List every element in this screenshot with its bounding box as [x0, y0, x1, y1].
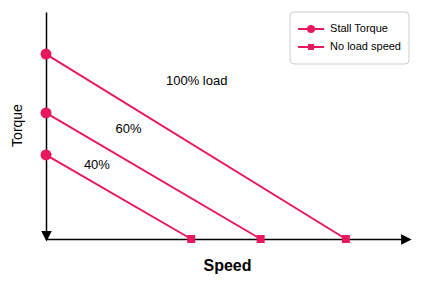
legend-label: No load speed: [330, 40, 401, 52]
legend-item: No load speed: [298, 40, 401, 52]
legend-item: Stall Torque: [298, 22, 388, 34]
annotation: 60%: [115, 121, 141, 136]
y-axis-line: [46, 13, 48, 240]
torque-line: [46, 54, 346, 239]
x-axis: [47, 239, 410, 240]
legend-label: Stall Torque: [330, 22, 388, 34]
chart: 100% load 60% 40% Speed Torque Stall Torque No…: [0, 0, 425, 281]
annotations: 100% load 60% 40%: [84, 73, 228, 172]
stall-marker: [41, 107, 52, 118]
annotation: 40%: [84, 157, 110, 172]
legend-frame: [290, 12, 409, 64]
plot-marks: [41, 49, 350, 243]
legend-swatch: [308, 44, 314, 50]
legend-swatch: [307, 25, 315, 33]
x-axis-title: Speed: [203, 257, 251, 274]
x-axis-line: [47, 239, 410, 241]
y-axis: [46, 13, 47, 240]
stall-marker: [41, 149, 52, 160]
no-load-marker: [187, 235, 195, 243]
torque-line: [46, 113, 261, 239]
torque-line: [46, 155, 191, 239]
legend: Stall Torque No load speed: [290, 12, 409, 64]
y-axis-title: Torque: [9, 104, 25, 147]
stall-marker: [41, 49, 52, 60]
annotation: 100% load: [166, 73, 227, 88]
no-load-marker: [257, 235, 265, 243]
no-load-marker: [342, 235, 350, 243]
